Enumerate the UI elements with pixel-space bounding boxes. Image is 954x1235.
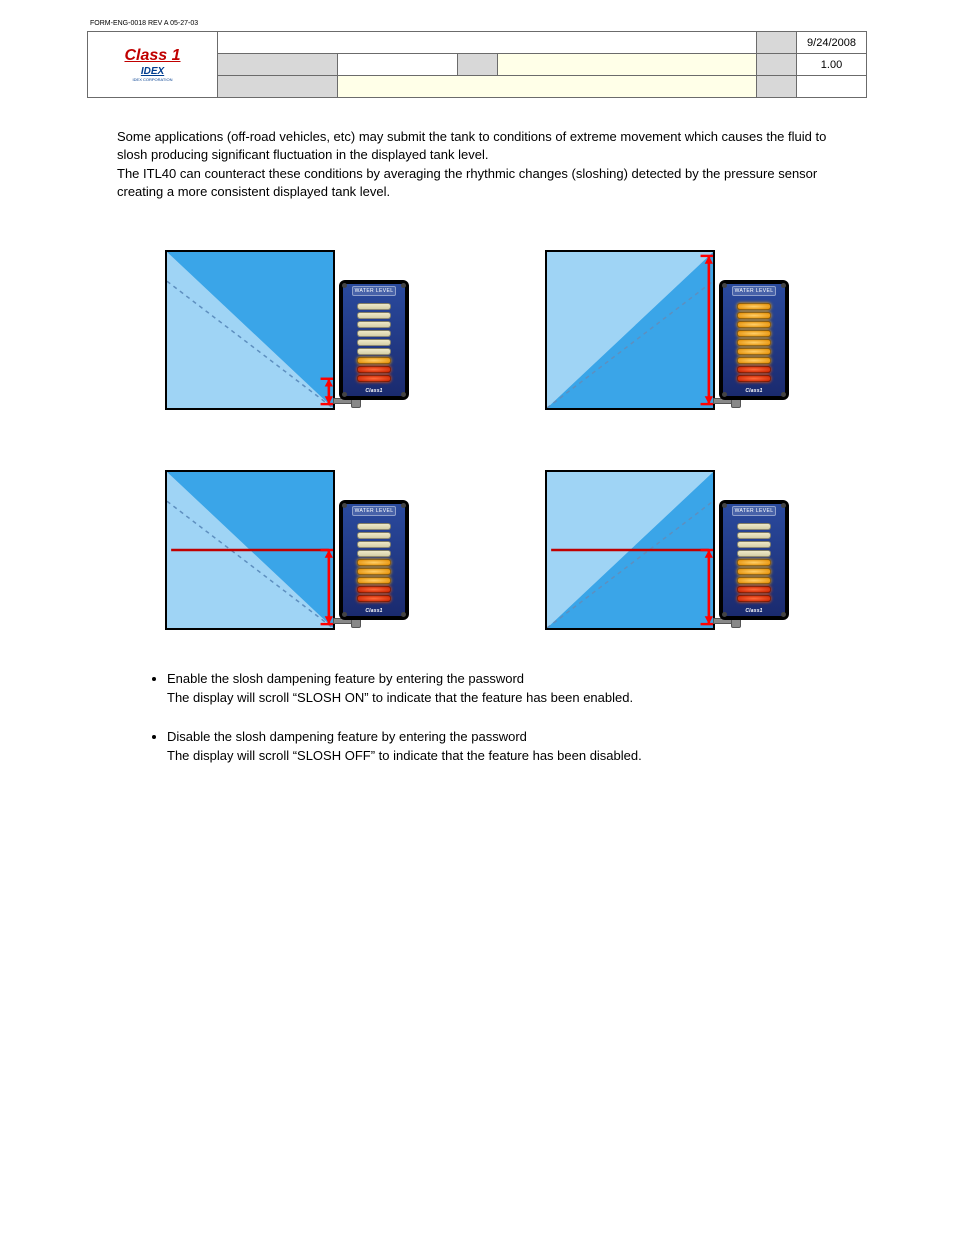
slosh-left-top: WATER LEVEL Class1 [497, 250, 837, 410]
slosh-right-top: WATER LEVEL Class1 [117, 250, 457, 410]
meter-segment [737, 532, 771, 539]
meter-segment [737, 559, 771, 566]
tank [165, 470, 335, 630]
slosh-right-bottom: WATER LEVEL Class1 [117, 470, 457, 630]
bullet-enable: Enable the slosh dampening feature by en… [167, 670, 837, 708]
intro-p1: Some applications (off-road vehicles, et… [117, 128, 837, 163]
meter-segment [357, 348, 391, 355]
meter-segment [737, 312, 771, 319]
meter-segment [357, 586, 391, 593]
meter-label: WATER LEVEL [732, 506, 777, 516]
meter-segment [737, 568, 771, 575]
tank [165, 250, 335, 410]
header-date-label [757, 32, 797, 54]
meter-segment [357, 523, 391, 530]
header-r3-d [797, 76, 867, 98]
meter-segment [737, 366, 771, 373]
level-meter: WATER LEVEL Class1 [719, 500, 789, 620]
meter-segment [737, 586, 771, 593]
meter-segment [357, 357, 391, 364]
slosh-left-bottom: WATER LEVEL Class1 [497, 470, 837, 630]
header-r3-a [218, 76, 338, 98]
header-r2-a [218, 54, 338, 76]
idex-logo: IDEX [92, 66, 213, 77]
intro-p2: The ITL40 can counteract these condition… [117, 165, 837, 200]
meter-segment [357, 321, 391, 328]
header-title-cell [218, 32, 757, 54]
meter-segment [357, 595, 391, 602]
meter-segment [737, 357, 771, 364]
tank [545, 250, 715, 410]
meter-segment [737, 577, 771, 584]
header-rev-label [757, 54, 797, 76]
header-logo-cell: Class 1 IDEX IDEX CORPORATION [88, 32, 218, 98]
bullet-enable-l1: Enable the slosh dampening feature by en… [167, 671, 524, 686]
body-block: Some applications (off-road vehicles, et… [117, 128, 837, 766]
meter-label: WATER LEVEL [352, 286, 397, 296]
bullet-disable-l1: Disable the slosh dampening feature by e… [167, 729, 527, 744]
meter-segment [737, 303, 771, 310]
level-meter: WATER LEVEL Class1 [339, 280, 409, 400]
form-id: FORM-ENG-0018 REV A 05-27-03 [90, 20, 954, 27]
meter-segment [737, 330, 771, 337]
meter-segment [357, 568, 391, 575]
meter-segment [357, 541, 391, 548]
tank [545, 470, 715, 630]
meter-segment [357, 366, 391, 373]
bullet-list: Enable the slosh dampening feature by en… [167, 670, 837, 765]
meter-brand: Class1 [745, 608, 762, 614]
meter-brand: Class1 [745, 388, 762, 394]
level-meter: WATER LEVEL Class1 [339, 500, 409, 620]
meter-segment [357, 550, 391, 557]
header-rev-value: 1.00 [797, 54, 867, 76]
bullet-enable-l2: The display will scroll “SLOSH ON” to in… [167, 690, 633, 705]
meter-segment [737, 523, 771, 530]
meter-label: WATER LEVEL [732, 286, 777, 296]
meter-segment [357, 559, 391, 566]
header-date-value: 9/24/2008 [797, 32, 867, 54]
diagram-grid: WATER LEVEL Class1 [117, 250, 837, 630]
meter-segment [737, 595, 771, 602]
meter-segment [737, 375, 771, 382]
meter-segment [357, 375, 391, 382]
meter-segment [737, 348, 771, 355]
header-r2-b [338, 54, 458, 76]
header-table: Class 1 IDEX IDEX CORPORATION 9/24/2008 … [87, 31, 867, 98]
bullet-disable: Disable the slosh dampening feature by e… [167, 728, 837, 766]
meter-label: WATER LEVEL [352, 506, 397, 516]
header-r2-c [458, 54, 498, 76]
header-r3-c [757, 76, 797, 98]
idex-sub: IDEX CORPORATION [92, 77, 213, 82]
meter-segment [737, 321, 771, 328]
header-r2-d [498, 54, 757, 76]
bullet-disable-l2: The display will scroll “SLOSH OFF” to i… [167, 748, 642, 763]
class1-logo: Class 1 [92, 48, 213, 64]
meter-segment [357, 303, 391, 310]
meter-segment [737, 339, 771, 346]
meter-segment [737, 541, 771, 548]
meter-brand: Class1 [365, 608, 382, 614]
level-meter: WATER LEVEL Class1 [719, 280, 789, 400]
header-r3-b [338, 76, 757, 98]
meter-segment [357, 312, 391, 319]
meter-segment [737, 550, 771, 557]
meter-segment [357, 330, 391, 337]
meter-segment [357, 532, 391, 539]
meter-brand: Class1 [365, 388, 382, 394]
meter-segment [357, 577, 391, 584]
meter-segment [357, 339, 391, 346]
